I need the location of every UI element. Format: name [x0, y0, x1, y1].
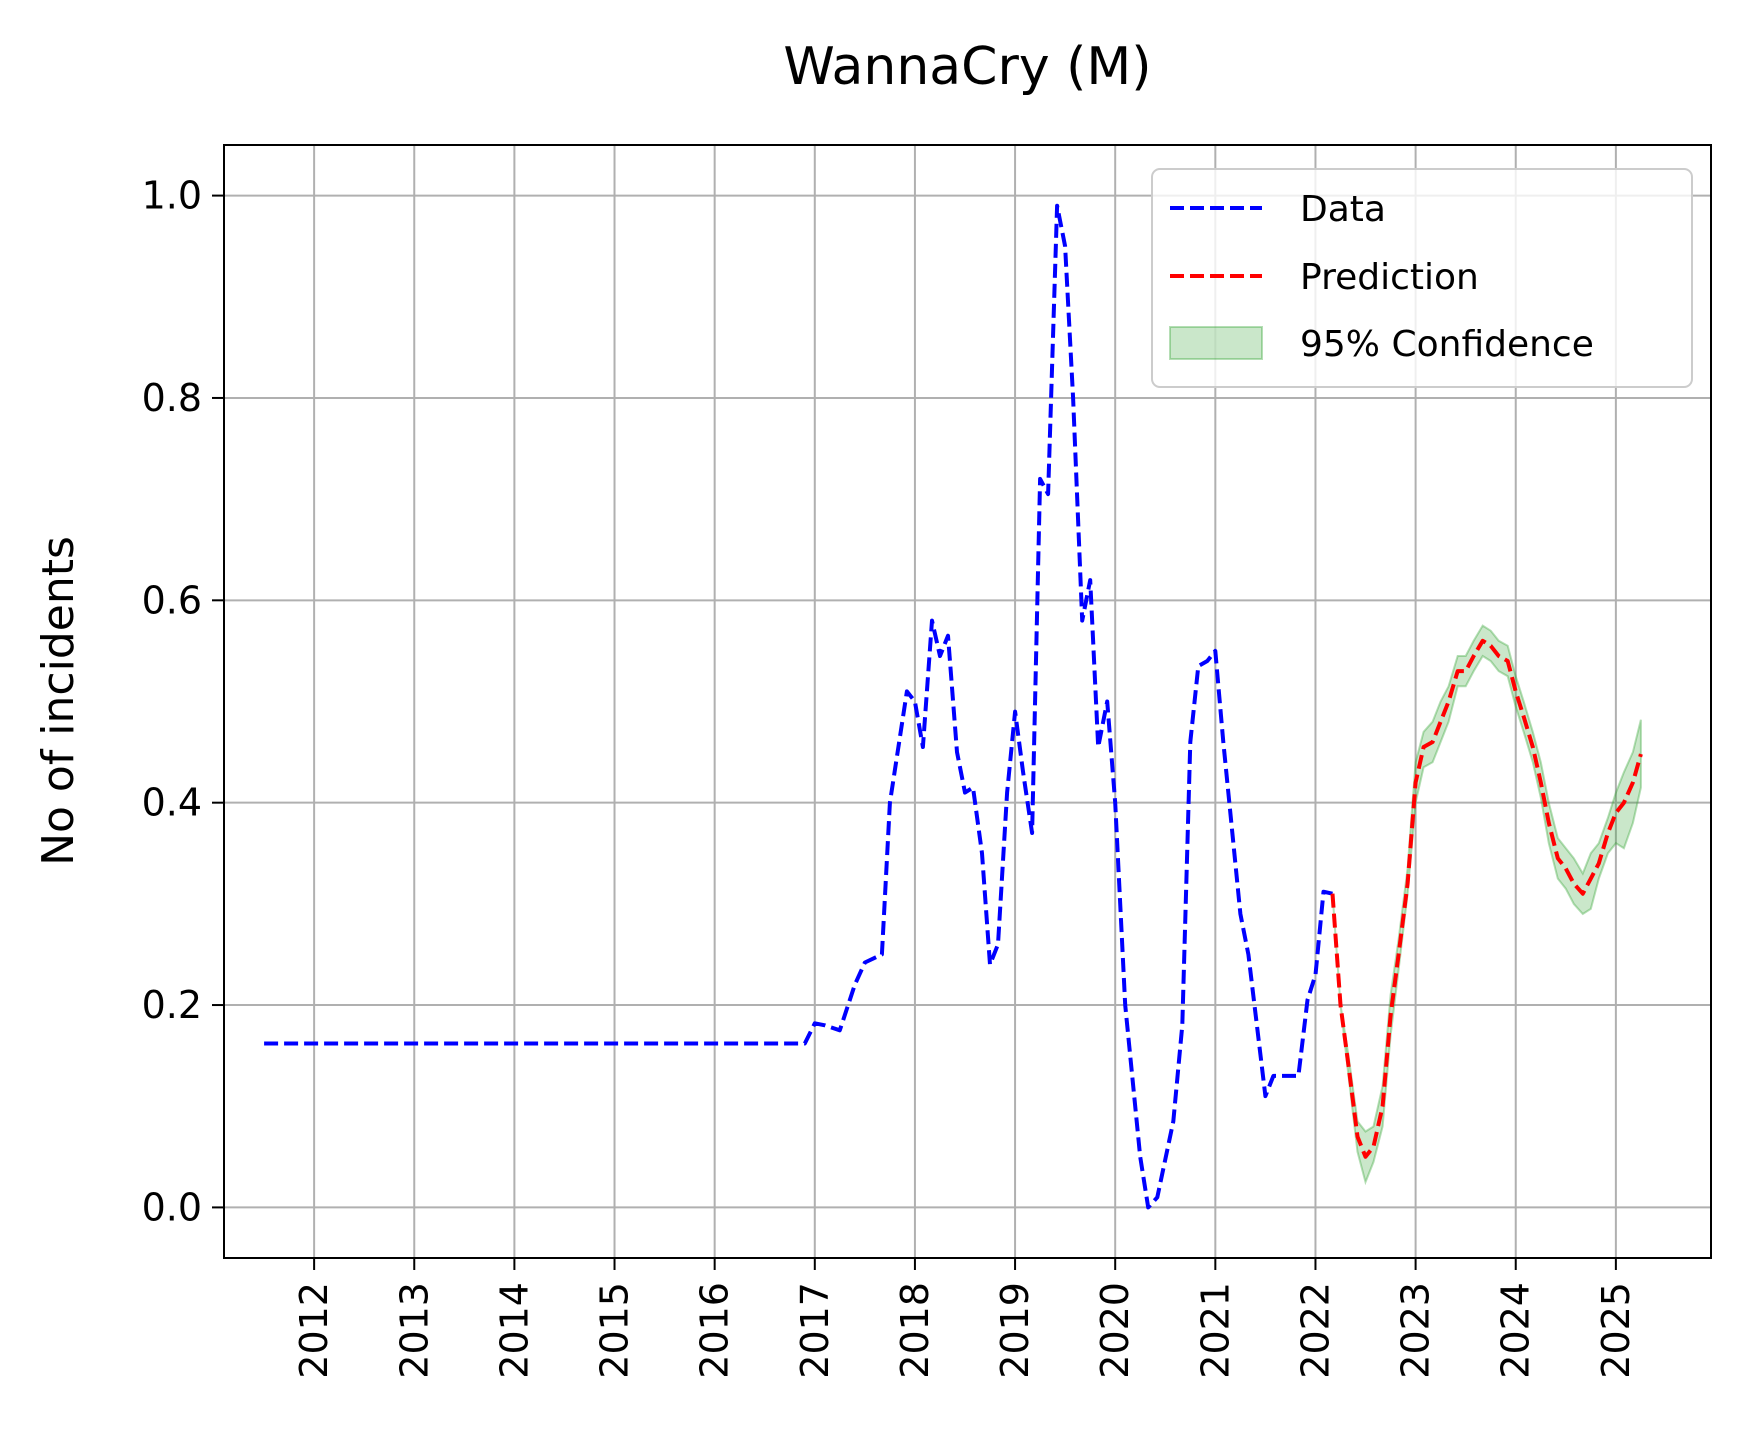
axis-ticks: 2012 2013 2014 2015 2016 2017 2018 2019 2020 2021… [142, 174, 1638, 1379]
x-tick-label: 2023 [1394, 1282, 1438, 1379]
y-tick-label: 0.6 [142, 578, 202, 622]
confidence-band [1331, 624, 1642, 1186]
y-tick-label: 0.2 [142, 983, 202, 1027]
y-tick-label: 0.8 [142, 376, 202, 420]
x-tick-label: 2018 [893, 1282, 937, 1379]
legend-label-confidence: 95% Confidence [1300, 324, 1594, 365]
legend-label-data: Data [1300, 189, 1386, 230]
x-tick-label: 2016 [693, 1282, 737, 1379]
prediction-series-line [1330, 638, 1643, 1159]
data-series-line [264, 203, 1333, 1210]
legend-swatch-confidence [1169, 326, 1263, 360]
legend-box [1151, 168, 1693, 388]
x-tick-label: 2020 [1093, 1282, 1137, 1379]
x-tick-label: 2017 [793, 1282, 837, 1379]
x-tick-label: 2024 [1494, 1282, 1538, 1379]
grid [224, 145, 1711, 1258]
x-tick-label: 2013 [392, 1282, 436, 1379]
plot-frame [223, 144, 1712, 1259]
x-tick-label: 2014 [492, 1282, 536, 1379]
y-tick-label: 0.4 [142, 781, 202, 825]
x-tick-label: 2021 [1193, 1282, 1237, 1379]
series-lines [264, 203, 1643, 1210]
chart-title: WannaCry (M) [783, 37, 1151, 97]
x-tick-label: 2012 [292, 1282, 336, 1379]
y-tick-label: 0.0 [142, 1185, 202, 1229]
x-tick-label: 2022 [1293, 1282, 1337, 1379]
legend-label-prediction: Prediction [1300, 257, 1479, 298]
x-tick-label: 2015 [593, 1282, 637, 1379]
legend: Data Prediction 95% Confidence [1151, 168, 1693, 388]
y-tick-label: 1.0 [142, 174, 202, 218]
x-tick-label: 2019 [993, 1282, 1037, 1379]
y-axis-label: No of incidents [33, 536, 84, 866]
x-tick-label: 2025 [1594, 1282, 1638, 1379]
confidence-band-layer [1331, 624, 1642, 1186]
